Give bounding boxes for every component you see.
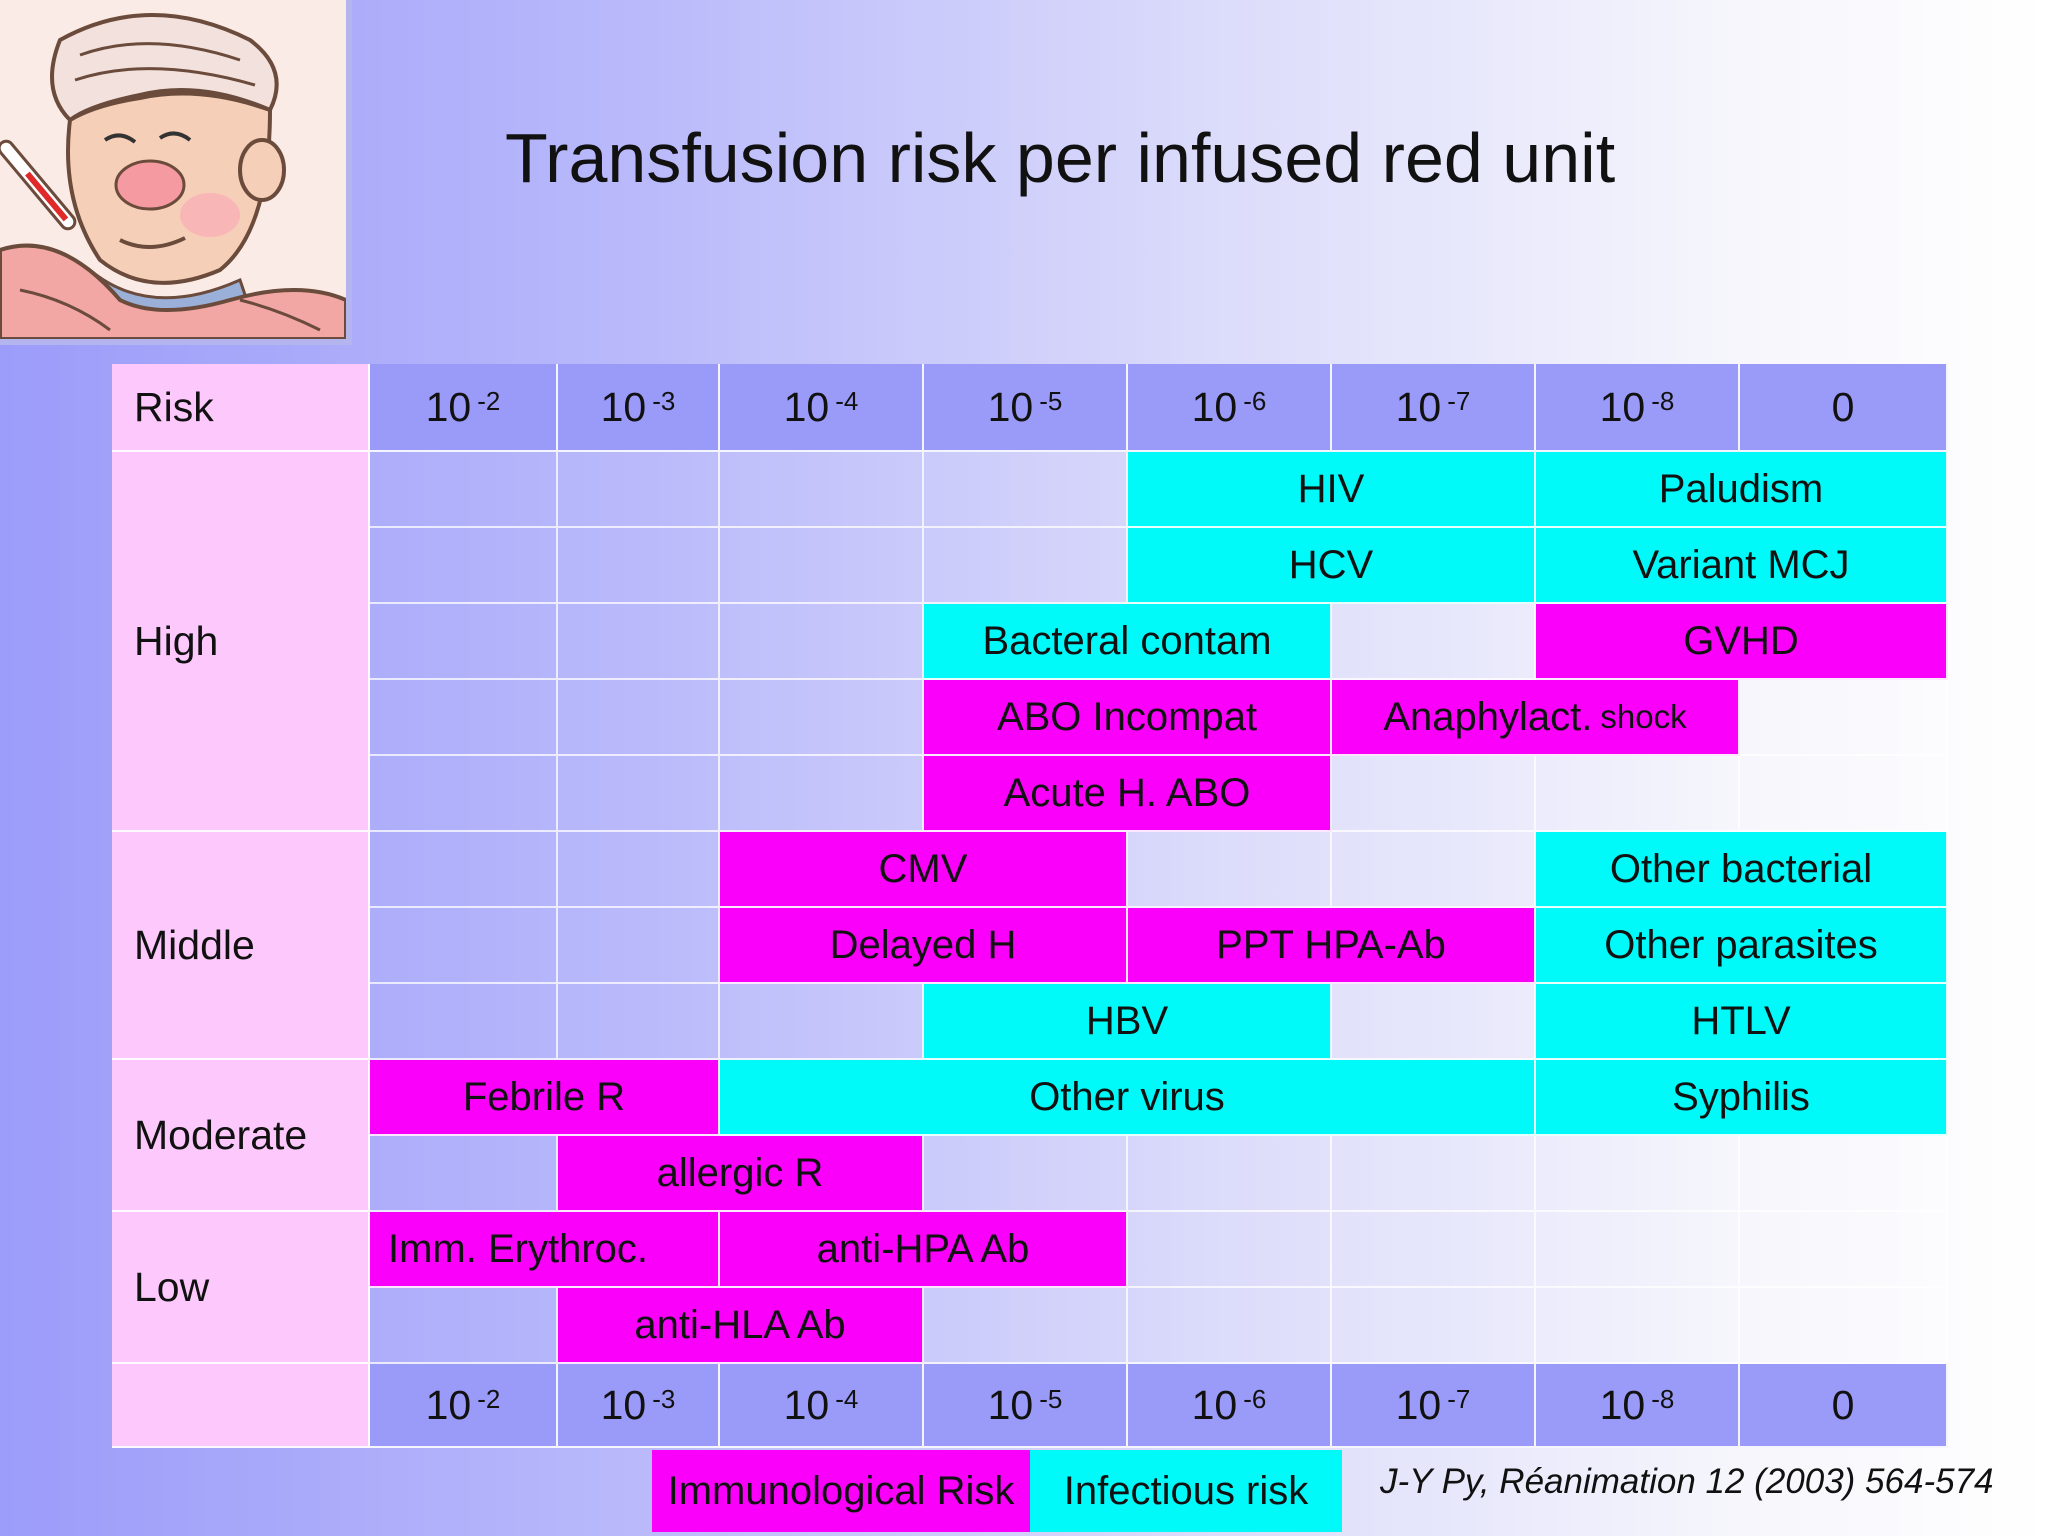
grid-cell bbox=[1536, 1136, 1740, 1212]
citation: J-Y Py, Réanimation 12 (2003) 564-574 bbox=[1380, 1462, 1994, 1501]
risk-gvhd: GVHD bbox=[1536, 604, 1948, 680]
risk-hcv: HCV bbox=[1128, 528, 1536, 604]
bottom-col-header-2: 10 -3 bbox=[558, 1364, 720, 1448]
grid-cell bbox=[1128, 1212, 1332, 1288]
grid-cell bbox=[720, 756, 924, 832]
grid-cell bbox=[924, 1136, 1128, 1212]
risk-anti-hla-ab: anti-HLA Ab bbox=[558, 1288, 924, 1364]
grid-cell bbox=[370, 452, 558, 528]
level-middle: Middle bbox=[112, 832, 370, 1060]
risk-other-parasites: Other parasites bbox=[1536, 908, 1948, 984]
grid-cell bbox=[720, 680, 924, 756]
col-header-7: 10 -8 bbox=[1536, 364, 1740, 452]
grid-cell bbox=[370, 604, 558, 680]
col-header-8: 0 bbox=[1740, 364, 1948, 452]
bottom-col-header-7: 10 -8 bbox=[1536, 1364, 1740, 1448]
grid-cell bbox=[558, 604, 720, 680]
grid-cell bbox=[1740, 1136, 1948, 1212]
risk-hiv: HIV bbox=[1128, 452, 1536, 528]
risk-other-virus: Other virus bbox=[720, 1060, 1536, 1136]
risk-imm-erythroc: Imm. Erythroc. bbox=[370, 1212, 720, 1288]
grid-cell bbox=[1740, 1212, 1948, 1288]
sick-man-clipart bbox=[0, 0, 352, 345]
bottom-col-header-3: 10 -4 bbox=[720, 1364, 924, 1448]
grid-cell bbox=[924, 528, 1128, 604]
risk-bacteral-contam: Bacteral contam bbox=[924, 604, 1332, 680]
grid-cell bbox=[1332, 984, 1536, 1060]
risk-syphilis: Syphilis bbox=[1536, 1060, 1948, 1136]
grid-cell bbox=[558, 680, 720, 756]
grid-cell bbox=[720, 604, 924, 680]
legend-infectious: Infectious risk bbox=[1030, 1450, 1342, 1532]
grid-cell bbox=[370, 832, 558, 908]
risk-other-bacterial: Other bacterial bbox=[1536, 832, 1948, 908]
risk-allergic-r: allergic R bbox=[558, 1136, 924, 1212]
risk-febrile-r: Febrile R bbox=[370, 1060, 720, 1136]
col-header-3: 10 -4 bbox=[720, 364, 924, 452]
page-title: Transfusion risk per infused red unit bbox=[505, 119, 1616, 197]
grid-cell bbox=[1128, 1288, 1332, 1364]
risk-anaphylact-shock: Anaphylact. shock bbox=[1332, 680, 1740, 756]
grid-cell bbox=[370, 1136, 558, 1212]
sick-man-illustration bbox=[0, 0, 346, 339]
grid-cell bbox=[1536, 756, 1740, 832]
col-header-6: 10 -7 bbox=[1332, 364, 1536, 452]
risk-htlv: HTLV bbox=[1536, 984, 1948, 1060]
risk-acute-h-abo: Acute H. ABO bbox=[924, 756, 1332, 832]
grid-cell bbox=[1740, 1288, 1948, 1364]
grid-cell bbox=[370, 528, 558, 604]
grid-cell bbox=[558, 756, 720, 832]
col-header-2: 10 -3 bbox=[558, 364, 720, 452]
risk-paludism: Paludism bbox=[1536, 452, 1948, 528]
col-header-4: 10 -5 bbox=[924, 364, 1128, 452]
grid-cell bbox=[370, 756, 558, 832]
grid-cell bbox=[1740, 680, 1948, 756]
risk-variant-mcj: Variant MCJ bbox=[1536, 528, 1948, 604]
risk-anti-hpa-ab: anti-HPA Ab bbox=[720, 1212, 1128, 1288]
grid-cell bbox=[924, 452, 1128, 528]
grid-cell bbox=[558, 908, 720, 984]
grid-cell bbox=[558, 528, 720, 604]
grid-cell bbox=[720, 452, 924, 528]
risk-cmv: CMV bbox=[720, 832, 1128, 908]
level-low: Low bbox=[112, 1212, 370, 1364]
grid-cell bbox=[558, 832, 720, 908]
grid-cell bbox=[558, 984, 720, 1060]
grid-cell bbox=[370, 680, 558, 756]
risk-hbv: HBV bbox=[924, 984, 1332, 1060]
grid-cell bbox=[1332, 1212, 1536, 1288]
bottom-col-header-6: 10 -7 bbox=[1332, 1364, 1536, 1448]
risk-abo-incompat: ABO Incompat bbox=[924, 680, 1332, 756]
bottom-header-label bbox=[112, 1364, 370, 1448]
col-header-5: 10 -6 bbox=[1128, 364, 1332, 452]
grid-cell bbox=[1332, 1288, 1536, 1364]
risk-delayed-h: Delayed H bbox=[720, 908, 1128, 984]
bottom-col-header-4: 10 -5 bbox=[924, 1364, 1128, 1448]
grid-cell bbox=[558, 452, 720, 528]
risk-ppt-hpa-ab: PPT HPA-Ab bbox=[1128, 908, 1536, 984]
level-high: High bbox=[112, 452, 370, 832]
grid-cell bbox=[720, 528, 924, 604]
grid-cell bbox=[1332, 1136, 1536, 1212]
col-header-1: 10 -2 bbox=[370, 364, 558, 452]
grid-cell bbox=[1332, 756, 1536, 832]
grid-cell bbox=[1332, 832, 1536, 908]
grid-cell bbox=[1740, 756, 1948, 832]
grid-cell bbox=[924, 1288, 1128, 1364]
grid-cell bbox=[1536, 1288, 1740, 1364]
risk-header-label: Risk bbox=[112, 364, 370, 452]
grid-cell bbox=[1332, 604, 1536, 680]
grid-cell bbox=[720, 984, 924, 1060]
grid-cell bbox=[370, 984, 558, 1060]
grid-cell bbox=[370, 908, 558, 984]
bottom-col-header-8: 0 bbox=[1740, 1364, 1948, 1448]
grid-cell bbox=[1128, 832, 1332, 908]
bottom-col-header-5: 10 -6 bbox=[1128, 1364, 1332, 1448]
grid-cell bbox=[1536, 1212, 1740, 1288]
bottom-col-header-1: 10 -2 bbox=[370, 1364, 558, 1448]
grid-cell bbox=[370, 1288, 558, 1364]
grid-cell bbox=[1128, 1136, 1332, 1212]
level-moderate: Moderate bbox=[112, 1060, 370, 1212]
legend-immunological: Immunological Risk bbox=[652, 1450, 1030, 1532]
